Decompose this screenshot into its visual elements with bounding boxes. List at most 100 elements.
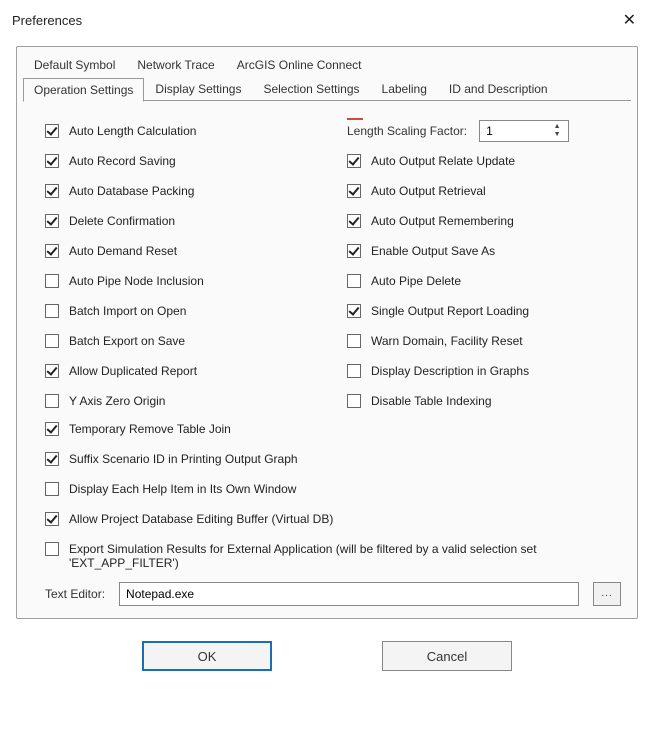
tab-default-symbol[interactable]: Default Symbol bbox=[23, 53, 126, 77]
option-allow_project_db_edit_buffer: Allow Project Database Editing Buffer (V… bbox=[45, 506, 621, 536]
label-warn_domain_facility_reset: Warn Domain, Facility Reset bbox=[371, 334, 523, 348]
length-scaling-factor-label: Length Scaling Factor: bbox=[347, 124, 467, 138]
label-auto_length_calc: Auto Length Calculation bbox=[69, 124, 196, 138]
checkbox-auto_output_remembering[interactable] bbox=[347, 214, 361, 228]
option-disable_table_indexing: Disable Table Indexing bbox=[347, 386, 621, 416]
text-editor-row: Text Editor: ... bbox=[45, 582, 621, 606]
tab-arcgis-online-connect[interactable]: ArcGIS Online Connect bbox=[226, 53, 373, 77]
checkbox-suffix_scenario_id[interactable] bbox=[45, 452, 59, 466]
window-title: Preferences bbox=[12, 13, 82, 28]
checkbox-auto_output_retrieval[interactable] bbox=[347, 184, 361, 198]
option-temp_remove_table_join: Temporary Remove Table Join bbox=[45, 416, 621, 446]
checkbox-auto_pipe_node_inclusion[interactable] bbox=[45, 274, 59, 288]
dialog-button-bar: OK Cancel bbox=[0, 641, 654, 671]
checkbox-display_description_in_graphs[interactable] bbox=[347, 364, 361, 378]
text-editor-input[interactable] bbox=[119, 582, 579, 606]
label-auto_output_retrieval: Auto Output Retrieval bbox=[371, 184, 486, 198]
tab-selection-settings[interactable]: Selection Settings bbox=[252, 77, 370, 101]
checkbox-allow_duplicated_report[interactable] bbox=[45, 364, 59, 378]
label-y_axis_zero_origin: Y Axis Zero Origin bbox=[69, 394, 165, 408]
operation-settings-content: Auto Length Calculation Auto Record Savin… bbox=[17, 102, 637, 606]
option-auto_record_saving: Auto Record Saving bbox=[45, 146, 319, 176]
tab-operation-settings[interactable]: Operation Settings bbox=[23, 78, 144, 102]
option-display_each_help_item: Display Each Help Item in Its Own Window bbox=[45, 476, 621, 506]
browse-button[interactable]: ... bbox=[593, 582, 621, 606]
titlebar: Preferences ✕ bbox=[0, 0, 654, 38]
close-icon[interactable]: ✕ bbox=[617, 8, 642, 32]
tab-labeling[interactable]: Labeling bbox=[371, 77, 438, 101]
left-column: Auto Length Calculation Auto Record Savin… bbox=[45, 116, 319, 416]
label-batch_import_on_open: Batch Import on Open bbox=[69, 304, 186, 318]
tab-display-settings[interactable]: Display Settings bbox=[144, 77, 252, 101]
cancel-button[interactable]: Cancel bbox=[382, 641, 512, 671]
checkbox-auto_pipe_delete[interactable] bbox=[347, 274, 361, 288]
option-display_description_in_graphs: Display Description in Graphs bbox=[347, 356, 621, 386]
right-column: Length Scaling Factor: ▲ ▼ Auto Output R… bbox=[347, 116, 621, 416]
option-warn_domain_facility_reset: Warn Domain, Facility Reset bbox=[347, 326, 621, 356]
checkbox-auto_database_packing[interactable] bbox=[45, 184, 59, 198]
label-display_description_in_graphs: Display Description in Graphs bbox=[371, 364, 529, 378]
length-scaling-factor-row: Length Scaling Factor: ▲ ▼ bbox=[347, 116, 621, 146]
option-auto_output_remembering: Auto Output Remembering bbox=[347, 206, 621, 236]
label-export_sim_results_ext_app: Export Simulation Results for External A… bbox=[69, 542, 621, 570]
checkbox-temp_remove_table_join[interactable] bbox=[45, 422, 59, 436]
option-allow_duplicated_report: Allow Duplicated Report bbox=[45, 356, 319, 386]
checkbox-allow_project_db_edit_buffer[interactable] bbox=[45, 512, 59, 526]
length-scaling-factor-stepper[interactable]: ▲ ▼ bbox=[479, 120, 569, 142]
label-auto_pipe_delete: Auto Pipe Delete bbox=[371, 274, 461, 288]
label-disable_table_indexing: Disable Table Indexing bbox=[371, 394, 492, 408]
option-delete_confirmation: Delete Confirmation bbox=[45, 206, 319, 236]
tab-network-trace[interactable]: Network Trace bbox=[126, 53, 225, 77]
stepper-up-icon[interactable]: ▲ bbox=[550, 123, 564, 131]
checkbox-y_axis_zero_origin[interactable] bbox=[45, 394, 59, 408]
label-auto_output_remembering: Auto Output Remembering bbox=[371, 214, 514, 228]
label-auto_database_packing: Auto Database Packing bbox=[69, 184, 194, 198]
option-auto_output_retrieval: Auto Output Retrieval bbox=[347, 176, 621, 206]
label-single_output_report_loading: Single Output Report Loading bbox=[371, 304, 529, 318]
option-suffix_scenario_id: Suffix Scenario ID in Printing Output Gr… bbox=[45, 446, 621, 476]
text-editor-label: Text Editor: bbox=[45, 587, 105, 601]
label-auto_demand_reset: Auto Demand Reset bbox=[69, 244, 177, 258]
checkbox-auto_length_calc[interactable] bbox=[45, 124, 59, 138]
label-auto_pipe_node_inclusion: Auto Pipe Node Inclusion bbox=[69, 274, 204, 288]
option-auto_output_relate_update: Auto Output Relate Update bbox=[347, 146, 621, 176]
checkbox-export_sim_results_ext_app[interactable] bbox=[45, 542, 59, 556]
label-display_each_help_item: Display Each Help Item in Its Own Window bbox=[69, 482, 296, 496]
option-auto_database_packing: Auto Database Packing bbox=[45, 176, 319, 206]
option-auto_pipe_node_inclusion: Auto Pipe Node Inclusion bbox=[45, 266, 319, 296]
label-auto_record_saving: Auto Record Saving bbox=[69, 154, 176, 168]
option-auto_length_calc: Auto Length Calculation bbox=[45, 116, 319, 146]
checkbox-single_output_report_loading[interactable] bbox=[347, 304, 361, 318]
label-suffix_scenario_id: Suffix Scenario ID in Printing Output Gr… bbox=[69, 452, 298, 466]
red-mark-icon bbox=[347, 118, 363, 120]
option-batch_import_on_open: Batch Import on Open bbox=[45, 296, 319, 326]
label-batch_export_on_save: Batch Export on Save bbox=[69, 334, 185, 348]
checkbox-enable_output_save_as[interactable] bbox=[347, 244, 361, 258]
label-temp_remove_table_join: Temporary Remove Table Join bbox=[69, 422, 231, 436]
checkbox-display_each_help_item[interactable] bbox=[45, 482, 59, 496]
checkbox-auto_record_saving[interactable] bbox=[45, 154, 59, 168]
option-enable_output_save_as: Enable Output Save As bbox=[347, 236, 621, 266]
tab-id-and-description[interactable]: ID and Description bbox=[438, 77, 559, 101]
ok-button[interactable]: OK bbox=[142, 641, 272, 671]
tabs-row-1: Default SymbolNetwork TraceArcGIS Online… bbox=[17, 53, 637, 77]
label-auto_output_relate_update: Auto Output Relate Update bbox=[371, 154, 515, 168]
preferences-panel: Default SymbolNetwork TraceArcGIS Online… bbox=[16, 46, 638, 619]
checkbox-batch_import_on_open[interactable] bbox=[45, 304, 59, 318]
stepper-down-icon[interactable]: ▼ bbox=[550, 131, 564, 139]
checkbox-batch_export_on_save[interactable] bbox=[45, 334, 59, 348]
option-export_sim_results_ext_app: Export Simulation Results for External A… bbox=[45, 536, 621, 570]
length-scaling-factor-input[interactable] bbox=[480, 124, 540, 138]
checkbox-warn_domain_facility_reset[interactable] bbox=[347, 334, 361, 348]
option-batch_export_on_save: Batch Export on Save bbox=[45, 326, 319, 356]
option-auto_pipe_delete: Auto Pipe Delete bbox=[347, 266, 621, 296]
label-enable_output_save_as: Enable Output Save As bbox=[371, 244, 495, 258]
checkbox-delete_confirmation[interactable] bbox=[45, 214, 59, 228]
checkbox-disable_table_indexing[interactable] bbox=[347, 394, 361, 408]
label-delete_confirmation: Delete Confirmation bbox=[69, 214, 175, 228]
checkbox-auto_demand_reset[interactable] bbox=[45, 244, 59, 258]
option-single_output_report_loading: Single Output Report Loading bbox=[347, 296, 621, 326]
option-auto_demand_reset: Auto Demand Reset bbox=[45, 236, 319, 266]
tabs-row-2: Operation SettingsDisplay SettingsSelect… bbox=[17, 77, 637, 101]
checkbox-auto_output_relate_update[interactable] bbox=[347, 154, 361, 168]
